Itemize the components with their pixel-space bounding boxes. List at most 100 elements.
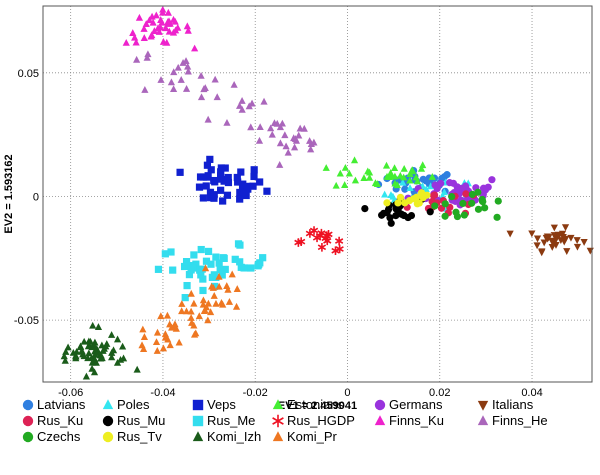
data-point [122, 38, 130, 46]
data-point [365, 173, 374, 181]
data-point [159, 8, 167, 16]
data-point [256, 123, 264, 131]
legend-marker [102, 431, 114, 443]
legend-item: Poles [102, 397, 150, 412]
legend-marker [102, 399, 114, 410]
data-point [335, 244, 344, 254]
data-point [373, 180, 382, 187]
data-point [150, 27, 158, 34]
data-point [178, 300, 186, 307]
data-point [236, 241, 244, 249]
data-point [182, 57, 190, 65]
data-point [157, 16, 165, 24]
series-veps [176, 155, 271, 205]
data-point [452, 208, 460, 216]
data-point [221, 265, 229, 274]
legend-item: Komi_Pr [272, 429, 338, 444]
data-point [142, 20, 150, 28]
data-point [204, 247, 213, 256]
data-point [132, 38, 140, 46]
data-point [237, 263, 245, 271]
data-point [195, 312, 203, 320]
data-point [187, 266, 195, 274]
data-point [166, 19, 174, 27]
data-point [167, 248, 175, 256]
data-point [573, 243, 582, 251]
legend-marker [22, 431, 34, 443]
data-point [399, 178, 407, 186]
data-point [404, 213, 412, 222]
data-point [396, 193, 405, 201]
data-point [247, 264, 255, 272]
x-tick-label: 0 [344, 387, 350, 399]
data-point [207, 166, 215, 174]
data-point [202, 182, 210, 190]
data-point [129, 29, 137, 36]
data-point [528, 230, 536, 238]
data-point [181, 294, 189, 302]
data-point [92, 358, 100, 366]
data-point [175, 338, 183, 346]
data-point [167, 78, 176, 86]
data-point [201, 84, 209, 92]
series-komi-pr [138, 264, 241, 354]
data-point [208, 282, 216, 290]
data-point [169, 85, 178, 93]
data-point [108, 349, 116, 356]
data-point [351, 176, 360, 184]
data-point [309, 226, 319, 235]
data-point [184, 26, 192, 34]
data-point [80, 337, 88, 345]
data-point [76, 342, 85, 350]
data-point [437, 179, 445, 188]
data-point [278, 119, 286, 127]
data-point [228, 270, 236, 278]
data-point [133, 55, 141, 63]
data-point [207, 308, 215, 316]
data-point [197, 71, 205, 79]
data-point [232, 302, 241, 310]
data-point [94, 323, 103, 331]
data-point [223, 118, 231, 126]
data-point [202, 257, 211, 265]
legend-marker [374, 399, 386, 411]
data-point [290, 143, 299, 151]
x-tick-label: 0.02 [429, 387, 450, 399]
data-point [153, 328, 162, 336]
data-point [157, 76, 165, 83]
data-point [488, 176, 496, 184]
data-point [397, 210, 406, 218]
data-point [218, 271, 226, 279]
data-point [448, 193, 456, 201]
series-rus-tv [383, 189, 431, 208]
data-point [336, 169, 344, 177]
x-tick-label: -0.04 [150, 387, 175, 399]
data-point [90, 368, 99, 376]
data-point [131, 33, 139, 41]
data-point [216, 266, 224, 274]
data-point [382, 161, 391, 169]
data-point [179, 59, 187, 66]
data-point [400, 164, 408, 172]
data-point [190, 251, 198, 259]
data-point [276, 160, 284, 168]
data-point [247, 123, 255, 131]
data-point [191, 44, 199, 52]
data-point [409, 167, 417, 175]
data-point [217, 299, 226, 306]
data-point [212, 273, 220, 281]
x-axis-label: EV1 = 2.459041 [278, 400, 357, 412]
data-point [141, 86, 149, 93]
data-point [332, 181, 340, 189]
data-point [238, 105, 246, 113]
data-point [401, 185, 409, 193]
data-point [85, 349, 93, 357]
data-point [204, 115, 212, 123]
data-point [391, 179, 399, 187]
data-point [317, 242, 327, 252]
legend-label: Finns_Ku [389, 413, 444, 428]
data-point [310, 138, 318, 146]
data-point [82, 372, 91, 380]
data-point [90, 341, 98, 349]
data-point [144, 50, 152, 58]
